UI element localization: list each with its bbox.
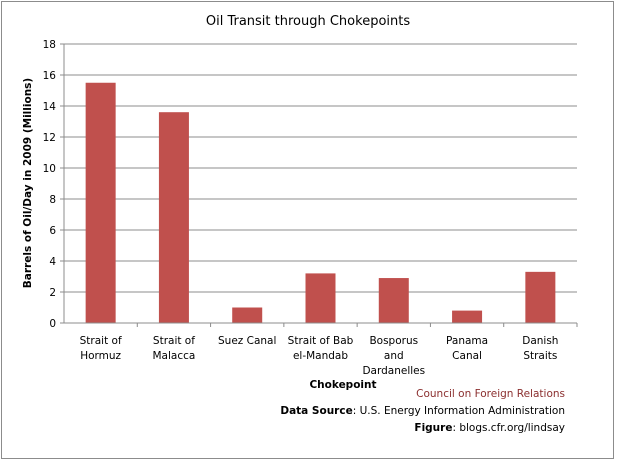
footer-figure-label: Figure <box>414 422 453 434</box>
y-tick-label: 4 <box>49 256 56 268</box>
footer-figure-text: : blogs.cfr.org/lindsay <box>452 422 565 434</box>
y-tick-label: 2 <box>49 287 56 299</box>
x-tick-label: Straits <box>523 350 557 362</box>
x-tick-label: Danish <box>522 335 558 347</box>
y-axis-title: Barrels of Oil/Day in 2009 (Millions) <box>22 78 34 288</box>
footer-organization: Council on Foreign Relations <box>416 388 565 400</box>
bar <box>158 112 189 323</box>
gridlines <box>64 43 577 293</box>
bar <box>232 307 263 323</box>
bar <box>378 278 409 323</box>
x-tick-label: Panama <box>446 335 488 347</box>
x-axis-title: Chokepoint <box>309 379 376 391</box>
y-tick-label: 18 <box>43 39 56 51</box>
y-tick-label: 0 <box>49 318 56 330</box>
footer-data-source: Data Source: U.S. Energy Information Adm… <box>280 405 565 417</box>
y-tick-label: 16 <box>43 70 57 82</box>
x-tick-label: and <box>384 350 404 362</box>
x-tick-label: Malacca <box>153 350 196 362</box>
x-tick-label: Suez Canal <box>218 335 276 347</box>
bar <box>525 271 556 323</box>
x-tick-label: Hormuz <box>80 350 121 362</box>
x-axis-labels: Strait of Hormuz Strait of Malacca Suez Cana… <box>80 323 578 377</box>
y-tick-label: 14 <box>43 101 57 113</box>
x-tick-label: Strait of <box>80 335 122 347</box>
chart-title: Oil Transit through Chokepoints <box>206 14 410 29</box>
bars <box>85 82 556 323</box>
footer-figure-credit: Figure: blogs.cfr.org/lindsay <box>414 422 565 434</box>
footer-source-text: : U.S. Energy Information Administration <box>352 405 565 417</box>
y-tick-label: 6 <box>49 225 56 237</box>
x-tick-label: Dardanelles <box>362 365 425 377</box>
x-tick-label: Strait of <box>153 335 195 347</box>
x-tick-label: el-Mandab <box>293 350 348 362</box>
y-tick-label: 8 <box>49 194 56 206</box>
y-axis-ticks: 0 2 4 6 8 10 12 14 16 18 <box>43 39 64 330</box>
x-tick-label: Canal <box>452 350 482 362</box>
bar <box>305 273 336 323</box>
y-tick-label: 10 <box>43 163 56 175</box>
bar <box>452 310 483 323</box>
footer-source-label: Data Source <box>280 405 353 417</box>
bar <box>85 82 116 323</box>
x-tick-label: Bosporus <box>369 335 418 347</box>
x-tick-label: Strait of Bab <box>288 335 354 347</box>
y-tick-label: 12 <box>43 132 56 144</box>
